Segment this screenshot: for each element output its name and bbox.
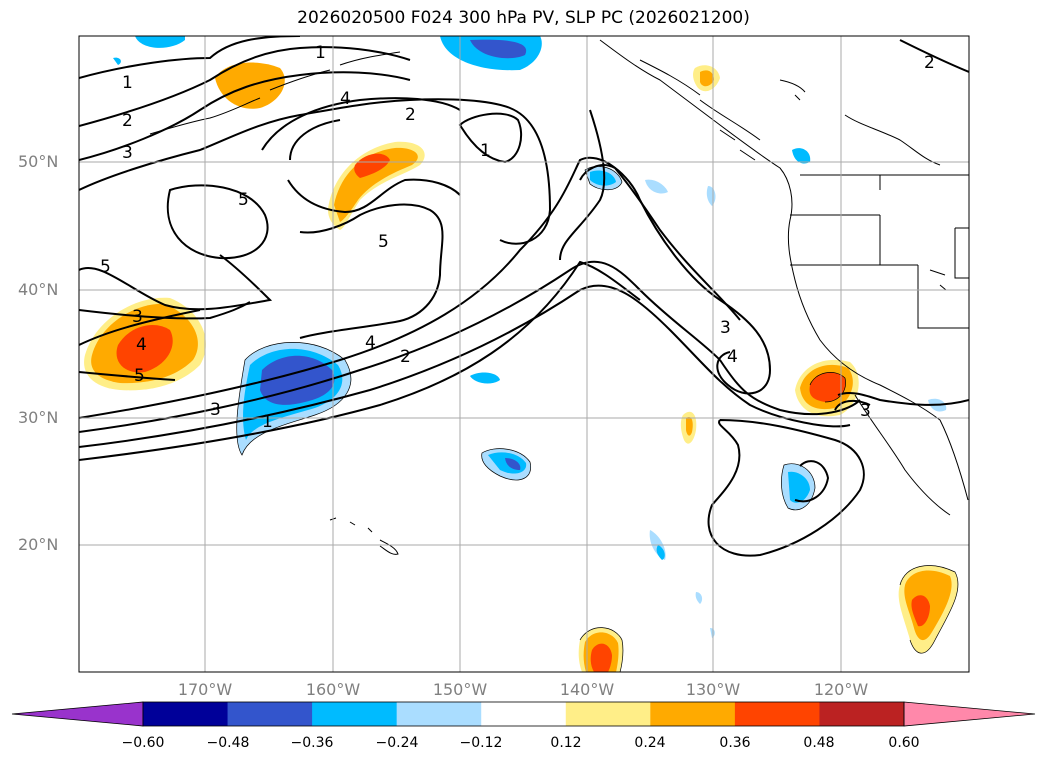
colorbar	[11, 701, 1036, 727]
contour-label: 1	[122, 73, 133, 93]
contour-labels: 1 2 3 4 5 2 1 5 5 2 3 4 5 4 2 3 1 3 4 3 …	[100, 43, 935, 432]
contour-label: 5	[378, 232, 389, 252]
contour-label: 4	[365, 333, 376, 353]
colorbar-swatch	[227, 702, 313, 726]
contour-label: 5	[134, 366, 145, 386]
colorbar-extend-low	[11, 701, 144, 727]
lon-label-120w: 120°W	[813, 680, 869, 699]
colorbar-swatch	[396, 702, 482, 726]
colorbar-tick-label: −0.12	[459, 735, 503, 751]
plot-frame	[78, 35, 970, 673]
contour-label: 1	[262, 412, 273, 432]
colorbar-tick-label: −0.36	[290, 735, 334, 751]
lon-label-150w: 150°W	[432, 680, 488, 699]
colorbar-swatch	[734, 702, 820, 726]
contour-label: 2	[400, 347, 411, 367]
plot-area: 1 2 3 4 5 2 1 5 5 2 3 4 5 4 2 3 1 3 4 3 …	[79, 36, 969, 672]
contour-label: 5	[100, 257, 111, 277]
colorbar-tick-label: 0.48	[803, 735, 835, 751]
lon-label-170w: 170°W	[177, 680, 233, 699]
colorbar-swatch	[565, 702, 651, 726]
contour-label: 3	[122, 143, 133, 163]
contour-label: 3	[860, 401, 871, 421]
contour-label: 4	[136, 335, 147, 355]
gridlines	[79, 36, 969, 672]
contour-label: 1	[315, 43, 326, 63]
colorbar-tick-label: −0.24	[375, 735, 419, 751]
colorbar-swatch	[143, 702, 229, 726]
colorbar-frame	[142, 701, 905, 727]
lat-label-50n: 50°N	[18, 152, 59, 171]
lon-label-130w: 130°W	[685, 680, 741, 699]
contour-label: 3	[132, 307, 143, 327]
lon-label-160w: 160°W	[305, 680, 361, 699]
contour-label: 1	[480, 141, 491, 161]
contour-label: 4	[727, 347, 738, 367]
pv-outline	[236, 166, 959, 672]
colorbar-tick-label: −0.48	[206, 735, 250, 751]
colorbar-swatch	[650, 702, 736, 726]
colorbar-extend-high	[903, 701, 1036, 727]
lat-label-30n: 30°N	[18, 408, 59, 427]
colorbar-tick-label: 0.24	[634, 735, 666, 751]
lon-label-140w: 140°W	[559, 680, 615, 699]
lat-label-20n: 20°N	[18, 535, 59, 554]
colorbar-tick-label: 0.36	[719, 735, 751, 751]
colorbar-tick-label: 0.60	[888, 735, 920, 751]
contour-label: 3	[210, 400, 221, 420]
contour-label: 5	[238, 190, 249, 210]
colorbar-swatch	[312, 702, 398, 726]
contour-label: 2	[122, 111, 133, 131]
contour-label: 3	[720, 318, 731, 338]
contour-label: 2	[924, 53, 935, 73]
colorbar-tick-label: 0.12	[550, 735, 582, 751]
colorbar-swatch	[819, 702, 905, 726]
colorbar-tick-label: −0.60	[121, 735, 165, 751]
contour-label: 2	[405, 105, 416, 125]
colorbar-swatch	[481, 702, 567, 726]
map-title: 2026020500 F024 300 hPa PV, SLP PC (2026…	[297, 8, 750, 28]
lat-label-40n: 40°N	[18, 280, 59, 299]
contour-label: 4	[340, 89, 351, 109]
coastlines	[149, 39, 969, 555]
